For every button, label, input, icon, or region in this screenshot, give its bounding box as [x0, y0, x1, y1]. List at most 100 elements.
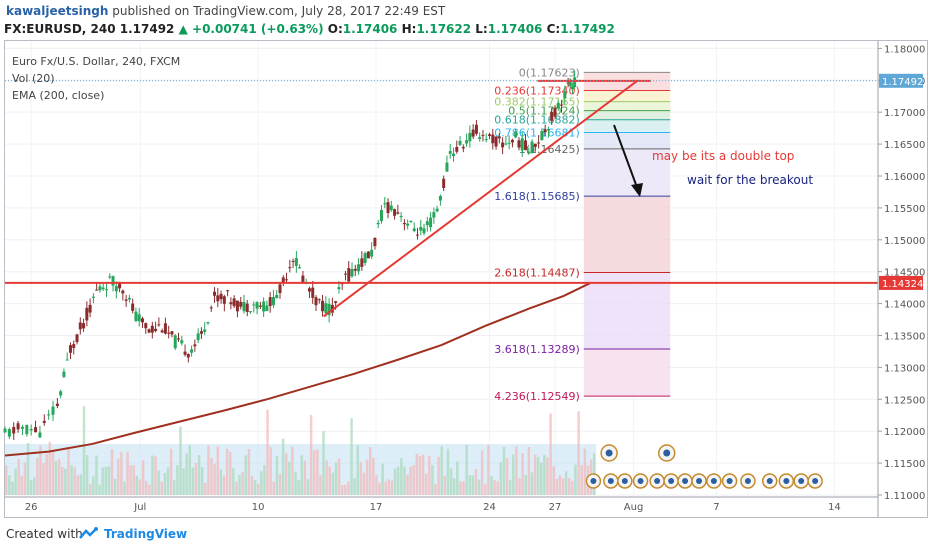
volume-bar: [561, 478, 565, 495]
candle-body: [429, 217, 433, 228]
candle-body: [366, 251, 370, 259]
price-tick-label-13: 1.11500: [884, 459, 925, 470]
candle-body: [95, 289, 99, 291]
fib-label-4: 0.618(1.16882): [494, 114, 580, 127]
volume-bar: [378, 482, 381, 495]
volume-bar: [284, 453, 288, 495]
candle-body: [249, 311, 253, 313]
volume-bar: [471, 475, 475, 495]
volume-bar: [543, 454, 546, 495]
volume-bar: [185, 453, 188, 495]
candle-body: [134, 311, 138, 321]
candle-body: [285, 279, 289, 281]
volume-bar: [297, 480, 300, 495]
candle-body: [484, 139, 488, 141]
volume-bar: [272, 481, 276, 495]
candle-body: [406, 223, 410, 226]
volume-bar: [57, 458, 61, 495]
volume-bar: [39, 445, 42, 495]
volume-bar: [73, 466, 76, 495]
volume-bar: [204, 482, 207, 495]
chart-canvas[interactable]: 0(1.17623)0.236(1.17340)0.382(1.17165)0.…: [0, 40, 932, 520]
fib-zone-5: [583, 132, 671, 149]
volume-bar: [88, 484, 92, 495]
author-name[interactable]: kawaljeetsingh: [6, 4, 109, 18]
time-axis[interactable]: 26 Jul 10 17 24 27 Aug 7 14: [5, 496, 878, 513]
candle-body: [317, 299, 321, 301]
candle-body: [311, 287, 315, 298]
arrow-head-icon: [631, 183, 643, 197]
event-icon-core: [682, 478, 689, 484]
volume-bar: [191, 467, 195, 495]
volume-bar: [552, 466, 555, 495]
volume-bar: [182, 468, 185, 495]
candle-body: [379, 209, 383, 222]
candle-body: [314, 297, 318, 306]
candle-body: [415, 234, 419, 236]
annotation-double-top: may be its a double top: [652, 149, 794, 163]
annotation-breakout: wait for the breakout: [687, 173, 813, 187]
volume-bar: [487, 445, 490, 495]
candle-body: [265, 305, 269, 312]
time-tick-label-2: 10: [252, 502, 265, 513]
event-icon-core: [783, 478, 790, 484]
candle-body: [219, 293, 223, 300]
volume-bar: [288, 461, 291, 495]
volume-bar: [176, 465, 179, 495]
chart-frame[interactable]: [4, 40, 928, 518]
fib-zone-7: [583, 196, 671, 273]
candle-body: [180, 340, 184, 344]
volume-bar: [269, 447, 272, 495]
legend-volume: Vol (20): [12, 72, 55, 85]
price-tick-label-6: 1.15000: [884, 236, 925, 247]
candle-body: [350, 269, 354, 277]
volume-bar: [437, 456, 440, 495]
candle-body: [442, 178, 446, 188]
fib-zone-8: [583, 272, 671, 349]
volume-bar: [79, 474, 83, 495]
candle-body: [298, 267, 302, 269]
volume-bar: [353, 478, 356, 495]
price-marker-label-0: 1.17492: [882, 77, 923, 88]
volume-bar: [527, 447, 531, 495]
fib-label-0: 0(1.17623): [519, 66, 580, 79]
fib-zone-4: [583, 119, 671, 133]
candle-body: [491, 134, 495, 144]
price-axis[interactable]: 1.180001.175001.170001.165001.160001.155…: [877, 41, 925, 517]
volume-bar: [493, 480, 496, 495]
candle-body: [530, 141, 534, 153]
candle-body: [75, 334, 79, 343]
candle-body: [226, 290, 230, 292]
tradingview-brand[interactable]: TradingView: [104, 527, 188, 541]
candle-body: [527, 151, 531, 154]
volume-bar: [120, 451, 123, 495]
volume-bar: [446, 448, 450, 495]
volume-bar: [403, 466, 406, 495]
candle-body: [432, 212, 436, 218]
candle-body: [373, 237, 377, 247]
candle-body: [271, 297, 275, 306]
volume-bar: [141, 460, 145, 495]
grid: [5, 42, 878, 496]
volume-bar: [85, 455, 89, 495]
price-tick-label-7: 1.14500: [884, 268, 925, 279]
candle-body: [301, 275, 305, 283]
volume-bar: [116, 458, 120, 495]
time-tick-label-8: 14: [828, 502, 841, 513]
volume-bar: [306, 479, 310, 495]
candle-body: [448, 151, 452, 154]
candle-body: [34, 427, 38, 433]
volume-bar: [216, 446, 220, 495]
ohlc-open-label: O:: [327, 22, 343, 36]
price-tick-label-3: 1.16500: [884, 140, 925, 151]
candle-body: [111, 276, 115, 286]
ohlc-close-label: C:: [546, 22, 561, 36]
volume-bar: [95, 455, 98, 495]
candle-body: [337, 287, 341, 290]
fib-zone-6: [583, 148, 671, 197]
candle-body: [347, 268, 351, 282]
volume-bar: [166, 467, 170, 495]
candle-body: [203, 329, 207, 332]
volume-bar: [219, 469, 223, 495]
candle-body: [409, 220, 413, 222]
